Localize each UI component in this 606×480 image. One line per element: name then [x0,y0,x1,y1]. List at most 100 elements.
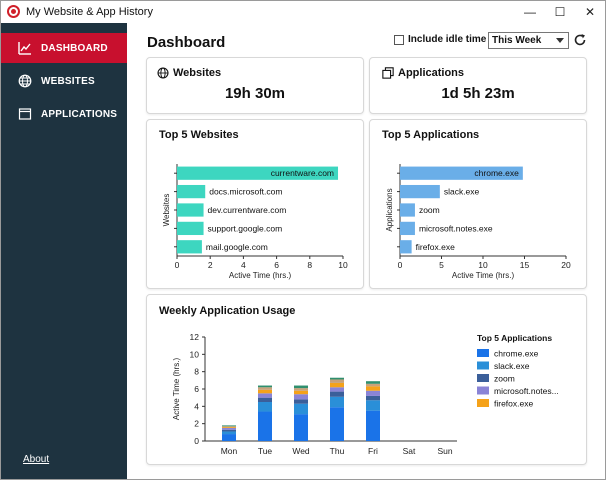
y-tick-label: 4 [194,401,199,411]
stacked-bar-segment [258,397,272,402]
stacked-bar-segment [258,387,272,390]
stacked-bar-segment [222,426,236,428]
y-tick-label: 12 [190,332,200,342]
legend-title: Top 5 Applications [477,333,552,343]
bar [177,221,204,236]
stacked-bar-segment [366,383,380,387]
idle-time-label: Include idle time [408,34,487,45]
bar [400,184,440,199]
window-title: My Website & App History [26,6,153,18]
bar-category-label: currentware.com [271,168,334,178]
applications-summary-card: Applications 1d 5h 23m [369,57,587,114]
stacked-bar-segment [294,394,308,400]
stacked-bar-segment [294,399,308,404]
x-axis-title: Active Time (hrs.) [229,271,292,280]
bar-category-label: dev.currentware.com [208,205,287,215]
period-select[interactable]: This Week [488,32,569,49]
sidebar-item-applications[interactable]: APPLICATIONS [1,99,127,129]
y-axis-title: Active Time (hrs.) [172,358,181,421]
weekly-usage-card: Weekly Application Usage 0 2 4 6 8 10 12 Active… [146,294,587,465]
x-tick-label: 5 [439,260,444,270]
title-bar[interactable]: My Website & App History — ☐ ✕ [1,1,605,23]
sidebar-item-websites[interactable]: WEBSITES [1,66,127,96]
sidebar: DASHBOARD WEBSITES APPLICATIONS About [1,23,127,479]
applications-total-time: 1d 5h 23m [441,85,515,102]
legend-label: zoom [494,374,515,384]
applications-summary-title: Applications [382,67,464,79]
stacked-bar-segment [294,385,308,389]
about-link[interactable]: About [23,454,50,465]
legend-swatch [477,386,489,395]
bar-category-label: firefox.exe [416,242,455,252]
stacked-bar-segment [222,429,236,432]
bar-category-label: microsoft.notes.exe [419,223,493,233]
x-tick-label: Thu [330,446,345,456]
stacked-bar-segment [366,410,380,441]
bar-category-label: support.google.com [208,223,283,233]
legend-swatch [477,361,489,370]
legend-label: microsoft.notes... [494,386,559,396]
stacked-bar-segment [294,403,308,415]
refresh-icon[interactable] [573,33,587,47]
bar-category-label: zoom [419,205,440,215]
globe-icon [18,74,32,88]
bar [400,221,415,236]
y-tick-label: 10 [190,349,200,359]
websites-summary-label: Websites [173,67,222,79]
x-tick-label: Tue [258,446,273,456]
legend-swatch [477,374,489,382]
chart-icon [18,42,31,55]
weekly-usage-chart: 0 2 4 6 8 10 12 Active Time (hrs.) Mon Tue Wed Thu F… [172,332,559,456]
stacked-bar-segment [222,427,236,428]
top-applications-chart: chrome.exe slack.exe zoom microsoft.notes.e… [385,164,571,280]
stacked-bar-segment [366,390,380,396]
websites-total-time: 19h 30m [224,85,286,102]
bar [400,240,412,254]
stacked-bar-segment [258,385,272,388]
top-websites-chart: currentware.com docs.microsoft.com dev.cur… [162,164,348,280]
bar-category-label: slack.exe [444,187,480,197]
maximize-button[interactable]: ☐ [554,5,566,19]
bar-category-label: mail.google.com [206,242,268,252]
chevron-down-icon [556,38,564,43]
sidebar-item-label: APPLICATIONS [41,108,118,120]
y-tick-label: 8 [194,367,199,377]
legend-swatch [477,349,489,357]
x-tick-label: 15 [520,260,530,270]
x-tick-label: Sat [403,446,416,456]
bar [400,203,415,217]
y-tick-label: 6 [194,384,199,394]
top-applications-card: Top 5 Applications chrome.exe slack.exe zo… [369,119,587,289]
sidebar-item-label: DASHBOARD [41,42,108,54]
legend-swatch [477,399,489,407]
stacked-bar-segment [330,407,344,441]
bar [400,166,523,180]
idle-time-checkbox[interactable] [394,34,404,45]
weekly-usage-title: Weekly Application Usage [159,305,296,317]
idle-time-toggle[interactable]: Include idle time [394,34,486,45]
x-tick-label: 20 [561,260,571,270]
bar-category-label: docs.microsoft.com [209,187,282,197]
stacked-bar-segment [366,395,380,401]
stacked-bar-segment [330,382,344,388]
x-tick-label: 4 [241,260,246,270]
x-tick-label: 2 [208,260,213,270]
stacked-bar-segment [258,389,272,394]
top-applications-title: Top 5 Applications [382,129,480,141]
globe-icon [157,67,169,79]
stacked-bar-segment [222,428,236,430]
bar [177,203,204,217]
minimize-button[interactable]: — [524,5,536,19]
stacked-bar-segment [330,379,344,383]
page-title: Dashboard [147,34,226,51]
stacked-bar-segment [222,434,236,441]
close-button[interactable]: ✕ [584,5,596,19]
legend-label: firefox.exe [494,399,533,409]
y-axis-title: Websites [162,194,171,227]
stacked-bar-segment [330,396,344,408]
sidebar-item-dashboard[interactable]: DASHBOARD [1,33,127,63]
x-tick-label: 0 [175,260,180,270]
stacked-bar-segment [258,402,272,412]
x-tick-label: 10 [338,260,348,270]
